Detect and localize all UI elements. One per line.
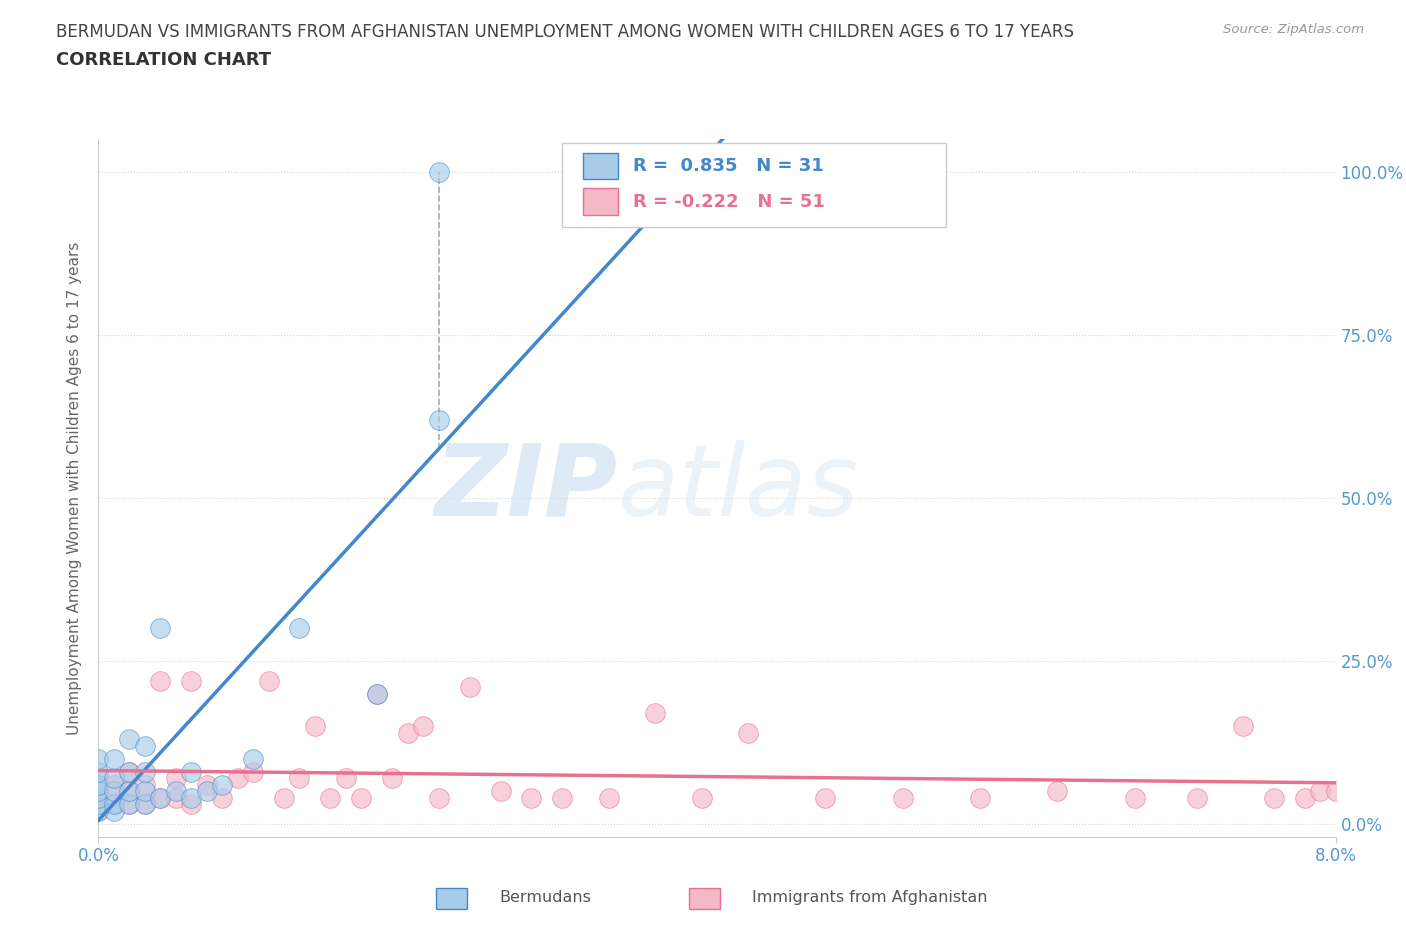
Point: [118, 784, 141, 799]
Point: [103, 771, 125, 786]
Point: [551, 790, 574, 805]
Point: [118, 732, 141, 747]
Point: [690, 790, 713, 805]
Point: [273, 790, 295, 805]
Point: [1185, 790, 1208, 805]
Point: [180, 673, 202, 688]
Point: [103, 804, 125, 818]
Point: [149, 790, 172, 805]
Point: [103, 751, 125, 766]
Text: CORRELATION CHART: CORRELATION CHART: [56, 51, 271, 69]
Point: [211, 790, 233, 805]
Point: [412, 719, 434, 734]
Point: [458, 680, 481, 695]
Point: [165, 771, 187, 786]
Point: [1123, 790, 1146, 805]
Point: [134, 797, 156, 812]
Text: BERMUDAN VS IMMIGRANTS FROM AFGHANISTAN UNEMPLOYMENT AMONG WOMEN WITH CHILDREN A: BERMUDAN VS IMMIGRANTS FROM AFGHANISTAN …: [56, 23, 1074, 41]
Point: [598, 790, 620, 805]
Text: R = -0.222   N = 51: R = -0.222 N = 51: [633, 193, 825, 210]
Point: [103, 797, 125, 812]
Point: [134, 784, 156, 799]
Point: [195, 777, 218, 792]
Point: [87, 790, 110, 805]
Point: [134, 764, 156, 779]
Point: [1046, 784, 1069, 799]
Point: [103, 797, 125, 812]
Point: [381, 771, 404, 786]
Point: [118, 784, 141, 799]
Point: [1263, 790, 1285, 805]
Point: [134, 797, 156, 812]
Point: [396, 725, 419, 740]
Point: [87, 784, 110, 799]
Point: [149, 673, 172, 688]
Point: [226, 771, 249, 786]
Text: R =  0.835   N = 31: R = 0.835 N = 31: [633, 157, 824, 175]
Bar: [583, 153, 619, 179]
Point: [969, 790, 991, 805]
FancyBboxPatch shape: [562, 143, 946, 227]
Point: [180, 790, 202, 805]
Point: [118, 764, 141, 779]
Point: [87, 764, 110, 779]
Point: [118, 764, 141, 779]
Bar: [583, 189, 619, 215]
Point: [366, 686, 388, 701]
Point: [87, 804, 110, 818]
Point: [195, 784, 218, 799]
Point: [1232, 719, 1254, 734]
Point: [103, 784, 125, 799]
Text: atlas: atlas: [619, 440, 859, 537]
Point: [103, 777, 125, 792]
Point: [242, 751, 264, 766]
Point: [350, 790, 373, 805]
Point: [242, 764, 264, 779]
Point: [257, 673, 280, 688]
Point: [87, 751, 110, 766]
Point: [87, 771, 110, 786]
Point: [87, 790, 110, 805]
Point: [134, 777, 156, 792]
Point: [149, 621, 172, 636]
Point: [644, 706, 666, 721]
Point: [180, 764, 202, 779]
Point: [814, 790, 837, 805]
Text: Bermudans: Bermudans: [499, 890, 591, 905]
Point: [1294, 790, 1316, 805]
Y-axis label: Unemployment Among Women with Children Ages 6 to 17 years: Unemployment Among Women with Children A…: [67, 242, 83, 735]
Point: [891, 790, 914, 805]
Point: [149, 790, 172, 805]
Point: [118, 797, 141, 812]
Point: [165, 790, 187, 805]
Point: [118, 797, 141, 812]
Point: [335, 771, 357, 786]
Point: [489, 784, 512, 799]
Text: ZIP: ZIP: [434, 440, 619, 537]
Point: [211, 777, 233, 792]
Point: [737, 725, 759, 740]
Point: [1324, 784, 1347, 799]
Point: [304, 719, 326, 734]
Point: [427, 165, 450, 179]
Point: [180, 797, 202, 812]
Point: [427, 412, 450, 427]
Point: [520, 790, 543, 805]
Point: [87, 804, 110, 818]
Text: Immigrants from Afghanistan: Immigrants from Afghanistan: [752, 890, 987, 905]
Point: [427, 790, 450, 805]
Point: [134, 738, 156, 753]
Point: [1309, 784, 1331, 799]
Point: [366, 686, 388, 701]
Text: Source: ZipAtlas.com: Source: ZipAtlas.com: [1223, 23, 1364, 36]
Point: [87, 777, 110, 792]
Point: [288, 771, 311, 786]
Point: [87, 797, 110, 812]
Point: [288, 621, 311, 636]
Point: [319, 790, 342, 805]
Point: [165, 784, 187, 799]
